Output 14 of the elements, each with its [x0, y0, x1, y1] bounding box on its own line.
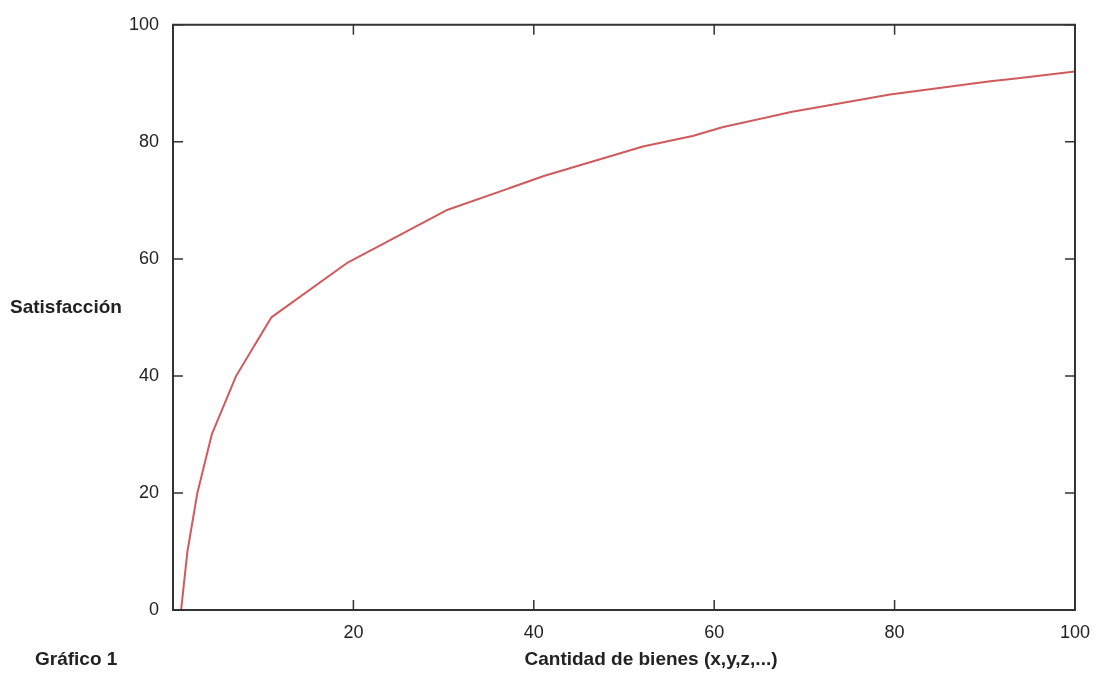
x-tick-label: 80	[884, 621, 905, 642]
y-tick-label: 100	[128, 13, 159, 34]
x-axis-title: Cantidad de bienes (x,y,z,...)	[524, 648, 778, 669]
x-tick-label: 60	[704, 621, 725, 642]
y-axis-title: Satisfacción	[10, 296, 122, 318]
y-tick-label: 60	[138, 247, 159, 268]
y-tick-label: 80	[138, 130, 159, 151]
y-tick-label: 20	[138, 481, 159, 502]
text: Gráfico 1	[35, 648, 118, 670]
x-tick-label: 20	[343, 621, 364, 642]
y-tick-label: 0	[148, 598, 159, 619]
y-tick-label: 40	[138, 364, 159, 385]
x-tick-label: 40	[523, 621, 544, 642]
x-tick-label: 100	[1059, 621, 1091, 642]
